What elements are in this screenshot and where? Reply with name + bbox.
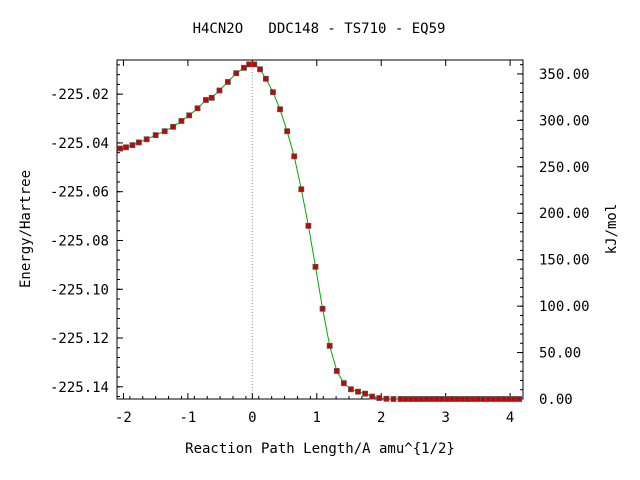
data-point	[152, 132, 159, 139]
x-tick-label: 1	[313, 410, 321, 426]
data-point	[418, 396, 425, 402]
data-point	[178, 118, 185, 124]
y-tick-label: -225.04	[50, 136, 109, 152]
y2-tick-label: 300.00	[539, 113, 590, 129]
x-axis-label: Reaction Path Length/A amu^{1/2}	[185, 441, 455, 457]
x-tick-label: -2	[115, 410, 132, 426]
y2-tick-label: 350.00	[539, 67, 590, 83]
y2-tick-label: 100.00	[539, 299, 590, 315]
data-point	[143, 136, 150, 143]
data-point	[390, 396, 397, 402]
data-point	[129, 142, 136, 149]
data-point	[407, 396, 414, 402]
data-point	[170, 123, 176, 130]
data-point	[511, 396, 517, 402]
data-point	[262, 75, 269, 82]
chart-title: H4CN2O DDC148 - TS710 - EQ59	[193, 21, 446, 37]
y2-tick-label: 50.00	[539, 346, 581, 362]
data-point	[161, 128, 168, 135]
data-point	[348, 386, 354, 393]
data-point	[208, 94, 215, 101]
data-point	[257, 66, 263, 73]
data-point	[449, 396, 456, 402]
data-point	[433, 396, 440, 402]
data-point	[376, 395, 383, 401]
data-point	[241, 64, 247, 71]
data-point	[284, 128, 291, 135]
data-point	[459, 396, 466, 402]
data-point	[444, 396, 450, 402]
y2-tick-label: 200.00	[539, 206, 590, 222]
y2-axis-label: kJ/mol	[604, 204, 620, 255]
data-point	[224, 79, 231, 85]
data-point	[402, 396, 409, 402]
data-point	[340, 380, 347, 387]
data-point	[464, 396, 471, 402]
y-axis-label: Energy/Hartree	[18, 170, 34, 288]
data-point	[291, 153, 298, 160]
data-point	[490, 396, 497, 402]
x-tick-label: 2	[377, 410, 385, 426]
data-point	[251, 61, 258, 68]
data-point	[438, 396, 445, 402]
data-point	[312, 263, 319, 270]
data-point	[383, 395, 390, 402]
y2-tick-label: 150.00	[539, 253, 590, 269]
y2-tick-label: 0.00	[539, 392, 573, 408]
data-point	[123, 144, 129, 151]
x-tick-label: 4	[506, 410, 514, 426]
data-point	[505, 396, 512, 402]
data-point	[117, 145, 124, 152]
y-tick-label: -225.02	[50, 87, 109, 103]
x-tick-label: 3	[441, 410, 449, 426]
data-point	[495, 396, 502, 402]
data-point	[136, 139, 142, 146]
data-point	[186, 112, 193, 119]
data-point	[298, 186, 305, 193]
data-point	[369, 393, 376, 400]
data-point	[277, 106, 283, 113]
data-point	[500, 396, 507, 402]
data-point	[362, 390, 369, 397]
data-point	[216, 87, 223, 94]
x-tick-label: 0	[248, 410, 256, 426]
data-point	[203, 97, 209, 103]
y-tick-label: -225.14	[50, 380, 109, 396]
data-point	[454, 396, 461, 402]
y-tick-label: -225.06	[50, 185, 109, 201]
y2-tick-label: 250.00	[539, 160, 590, 176]
series-line	[120, 63, 520, 400]
data-point	[333, 368, 340, 374]
data-point	[319, 305, 326, 312]
data-point	[270, 89, 276, 96]
data-point	[397, 396, 404, 402]
data-point	[326, 342, 333, 349]
data-point	[413, 396, 419, 402]
data-point	[485, 396, 492, 402]
data-point	[474, 396, 481, 402]
data-point	[246, 61, 253, 68]
data-point	[423, 396, 430, 402]
data-point	[355, 388, 361, 395]
y-tick-label: -225.10	[50, 282, 109, 298]
data-point	[516, 396, 523, 402]
y-tick-label: -225.12	[50, 331, 109, 347]
data-point	[194, 105, 201, 112]
y-tick-label: -225.08	[50, 233, 109, 249]
data-point	[469, 396, 476, 402]
data-point	[480, 396, 486, 402]
plot-frame	[116, 59, 524, 400]
x-tick-label: -1	[179, 410, 196, 426]
data-point	[305, 222, 312, 229]
data-point	[233, 70, 240, 77]
data-point	[428, 396, 435, 402]
